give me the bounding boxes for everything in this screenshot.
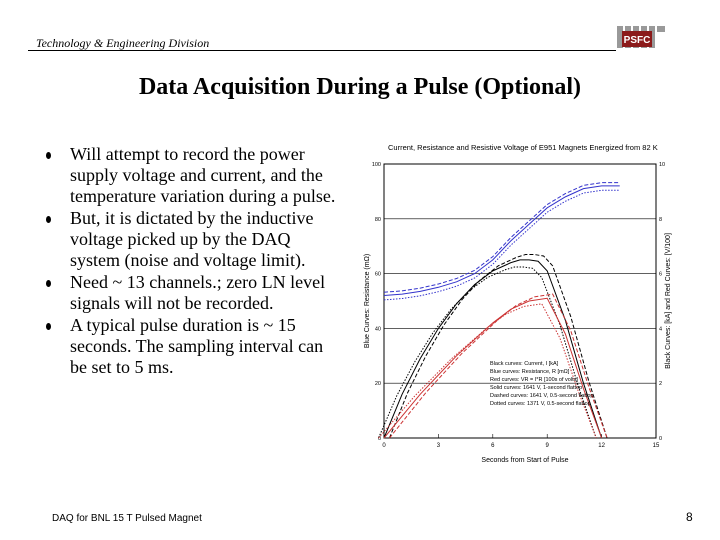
y-axis-left-label: Blue Curves: Resistance (mΩ) — [364, 254, 371, 348]
bullet-text: A typical pulse duration is ~ 15 seconds… — [70, 315, 324, 377]
x-tick-label: 15 — [653, 443, 660, 449]
series-line — [378, 266, 597, 439]
chart-legend: Black curves: Current, I [kA] Blue curve… — [490, 361, 593, 407]
bullet-text: Need ~ 13 channels.; zero LN level signa… — [70, 272, 326, 313]
y-tick-left-label: 60 — [375, 272, 381, 278]
legend-entry: Dashed curves: 1641 V, 0.5-second flatto… — [490, 393, 593, 399]
y-tick-left-label: 0 — [378, 436, 381, 442]
bullet-text: Will attempt to record the power supply … — [70, 144, 336, 206]
page-number: 8 — [686, 510, 693, 524]
bullet-dot-icon — [46, 152, 51, 159]
series-line — [388, 254, 608, 439]
pulse-chart: Current, Resistance and Resistive Voltag… — [364, 143, 672, 464]
header-divider — [28, 50, 618, 51]
legend-entry: Solid curves: 1641 V, 1-second flattop — [490, 385, 582, 391]
series-line — [389, 293, 608, 439]
y-tick-left-label: 100 — [372, 162, 381, 168]
y-tick-left-label: 40 — [375, 326, 381, 332]
legend-entry: Red curves: VR = I*R [100s of volts] — [490, 377, 578, 383]
series-line — [383, 189, 620, 301]
bullet-dot-icon — [46, 216, 51, 223]
bullet-item: Need ~ 13 channels.; zero LN level signa… — [44, 272, 344, 314]
division-label: Technology & Engineering Division — [36, 36, 210, 50]
y-tick-right-label: 10 — [659, 162, 665, 168]
y-tick-right-label: 4 — [659, 326, 662, 332]
mit-psfc-logo: PSFC — [616, 22, 666, 52]
bullet-list: Will attempt to record the power supply … — [44, 144, 344, 379]
y-tick-right-label: 0 — [659, 436, 662, 442]
x-tick-label: 6 — [491, 443, 495, 449]
x-tick-label: 12 — [598, 443, 605, 449]
x-tick-label: 0 — [382, 443, 386, 449]
bullet-text: But, it is dictated by the inductive vol… — [70, 208, 314, 270]
slide-title: Data Acquisition During a Pulse (Optiona… — [138, 74, 582, 100]
legend-entry: Black curves: Current, I [kA] — [490, 361, 559, 367]
logo-text: PSFC — [624, 35, 651, 46]
bullet-item: A typical pulse duration is ~ 15 seconds… — [44, 315, 344, 378]
series-line — [383, 297, 603, 439]
x-tick-label: 9 — [546, 443, 550, 449]
x-axis-label: Seconds from Start of Pulse — [481, 457, 568, 464]
bullet-item: But, it is dictated by the inductive vol… — [44, 208, 344, 271]
bullet-item: Will attempt to record the power supply … — [44, 144, 344, 207]
y-tick-right-label: 6 — [659, 272, 662, 278]
bullet-dot-icon — [46, 280, 51, 287]
y-axis-right-label: Black Curves: [kA] and Red Curves: [V/10… — [665, 233, 672, 369]
y-tick-left-label: 80 — [375, 217, 381, 223]
legend-entry: Dotted curves: 1371 V, 0.5-second flatto… — [490, 401, 591, 407]
series-line — [383, 185, 620, 297]
y-tick-right-label: 8 — [659, 217, 662, 223]
series-line — [383, 182, 620, 293]
footer-text: DAQ for BNL 15 T Pulsed Magnet — [52, 513, 202, 524]
series-line — [383, 259, 603, 439]
bullet-dot-icon — [46, 323, 51, 330]
chart-title: Current, Resistance and Resistive Voltag… — [388, 143, 658, 152]
x-tick-label: 3 — [437, 443, 441, 449]
y-tick-left-label: 20 — [375, 381, 381, 387]
plot-frame — [383, 163, 657, 439]
legend-entry: Blue curves: Resistance, R [mΩ] — [490, 369, 570, 375]
y-tick-right-label: 2 — [659, 381, 662, 387]
